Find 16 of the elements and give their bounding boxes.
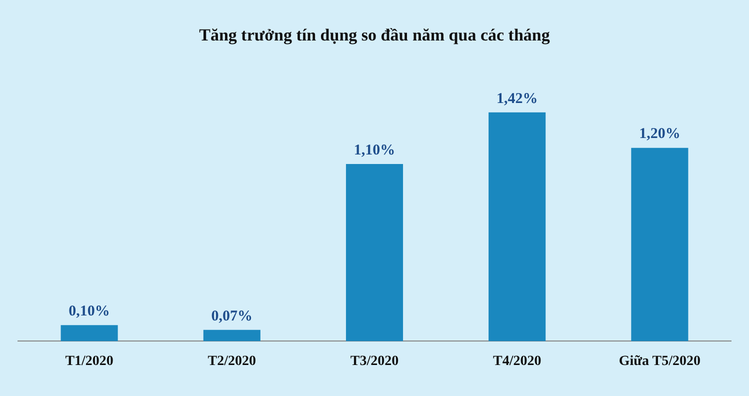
data-label: 1,10% [354,142,396,158]
x-tick-label: T2/2020 [208,354,256,370]
data-label: 0,07% [211,308,253,324]
bar [60,325,118,342]
x-tick-label: T1/2020 [65,354,114,370]
x-tick-label: Giữa T5/2020 [618,354,701,370]
x-tick-label: T3/2020 [350,354,399,370]
data-label: 0,10% [68,303,110,320]
bar [346,164,404,342]
bar [203,330,260,342]
data-label: 1,20% [639,126,680,142]
chart-title: Tăng trưởng tín dụng so đầu năm qua các tháng [199,26,550,45]
bar [488,112,546,342]
bar [631,148,688,342]
data-label: 1,42% [496,90,538,107]
x-tick-label: T4/2020 [492,354,542,370]
